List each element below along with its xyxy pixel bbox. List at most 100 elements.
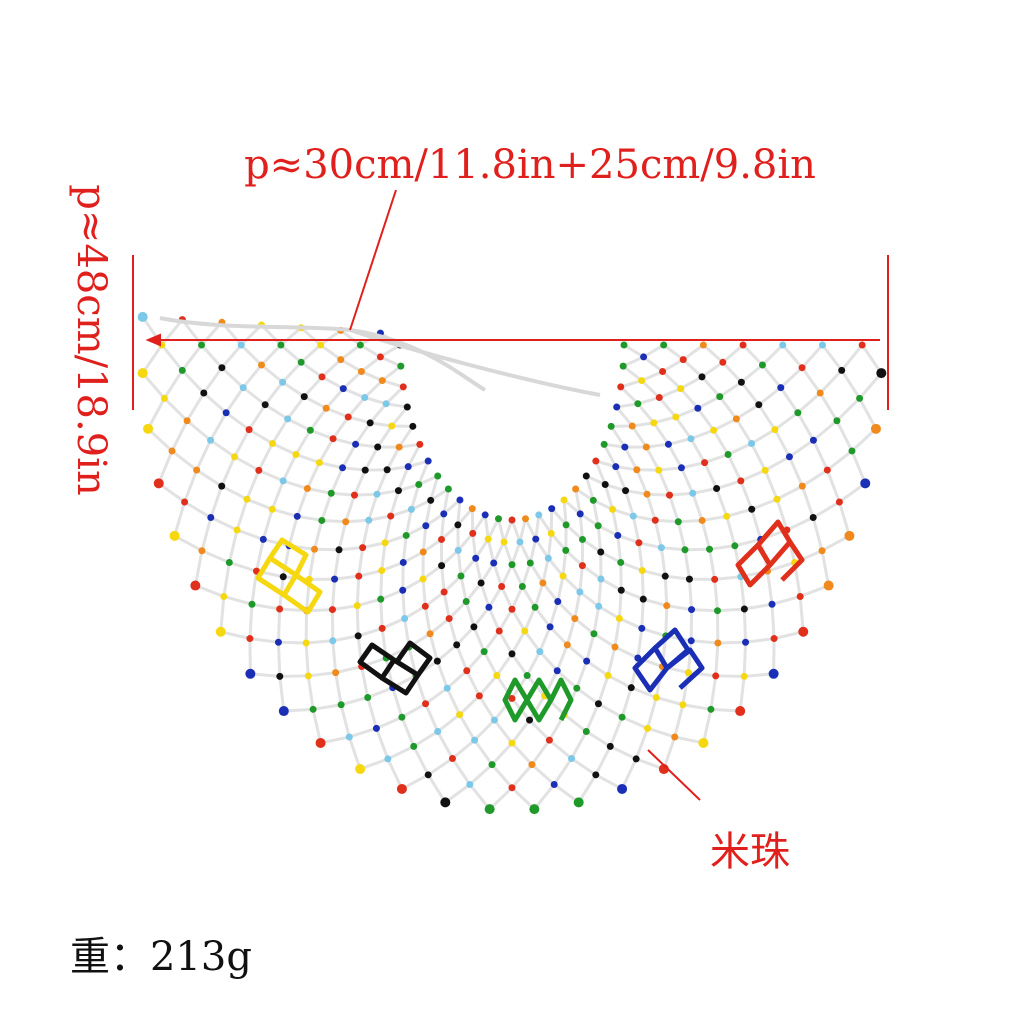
bead-string bbox=[497, 608, 514, 632]
bead bbox=[352, 440, 360, 448]
bead-string bbox=[691, 639, 718, 645]
bead-string bbox=[490, 742, 514, 766]
bead-leader-line bbox=[647, 749, 701, 801]
bead-string bbox=[633, 514, 656, 522]
blue-motif bbox=[632, 627, 705, 693]
leader-line bbox=[349, 189, 397, 331]
bead-string bbox=[233, 455, 260, 472]
bead bbox=[427, 496, 435, 504]
bead-string bbox=[673, 704, 685, 738]
bead-string bbox=[767, 561, 796, 573]
bead-string bbox=[615, 406, 634, 427]
bead bbox=[617, 558, 625, 566]
bead bbox=[604, 671, 612, 679]
bead-string bbox=[210, 516, 238, 532]
bead bbox=[562, 521, 570, 529]
bead-string bbox=[726, 453, 743, 482]
bead-string bbox=[355, 442, 378, 449]
bead-string bbox=[771, 595, 801, 606]
bead-string bbox=[614, 466, 627, 492]
bead-string bbox=[840, 369, 861, 400]
bead-string bbox=[141, 372, 166, 400]
bead-string bbox=[356, 597, 382, 608]
bead bbox=[562, 546, 570, 554]
bead-string bbox=[186, 419, 212, 442]
bead bbox=[601, 481, 609, 489]
bead-string bbox=[575, 660, 589, 689]
bead-string bbox=[713, 579, 719, 611]
bead-string bbox=[386, 465, 409, 472]
bead bbox=[475, 692, 483, 700]
bead-string bbox=[702, 343, 724, 364]
bead-string bbox=[611, 509, 620, 536]
bead-string bbox=[653, 415, 677, 425]
bead bbox=[573, 797, 584, 808]
bead-string bbox=[242, 386, 267, 406]
bead-string bbox=[524, 518, 538, 540]
bead-string bbox=[818, 392, 839, 422]
bead-string bbox=[335, 665, 362, 675]
bead-string bbox=[347, 415, 371, 425]
bead bbox=[317, 341, 325, 349]
bead-string bbox=[773, 428, 791, 458]
bead-string bbox=[436, 643, 458, 663]
bead bbox=[508, 739, 516, 747]
bead bbox=[328, 606, 336, 614]
bead bbox=[547, 529, 555, 537]
bead bbox=[300, 393, 308, 401]
bead-string bbox=[257, 442, 274, 472]
bead-string bbox=[578, 590, 600, 608]
bead-string bbox=[500, 563, 514, 588]
bead-string bbox=[556, 600, 576, 620]
bead bbox=[402, 531, 410, 539]
bead-string bbox=[240, 343, 263, 367]
bead-string bbox=[471, 514, 487, 535]
bead bbox=[403, 403, 411, 411]
bead-string bbox=[286, 417, 312, 432]
bead-string bbox=[348, 726, 377, 739]
bead bbox=[480, 648, 488, 656]
bead bbox=[376, 353, 384, 361]
bead bbox=[522, 515, 530, 523]
bead bbox=[433, 657, 441, 665]
bead-string bbox=[510, 563, 524, 588]
bead-string bbox=[570, 757, 597, 777]
bead-string bbox=[510, 652, 529, 677]
bead-string bbox=[712, 417, 738, 432]
bead-string bbox=[562, 499, 568, 526]
bead-string bbox=[493, 719, 514, 744]
bead bbox=[643, 490, 651, 498]
bead bbox=[532, 535, 540, 543]
bead-string bbox=[306, 461, 321, 490]
bead-string bbox=[644, 446, 661, 471]
bead bbox=[848, 447, 856, 455]
bead-string bbox=[638, 541, 662, 550]
bead-string bbox=[564, 549, 584, 567]
bead bbox=[583, 657, 591, 665]
bead-string bbox=[436, 730, 454, 760]
bead bbox=[860, 478, 871, 489]
bead-string bbox=[353, 469, 367, 496]
bead bbox=[818, 341, 826, 349]
bead-string bbox=[281, 361, 303, 384]
bead-string bbox=[510, 763, 534, 789]
bead-string bbox=[375, 469, 389, 495]
bead-string bbox=[584, 475, 595, 501]
bead-string bbox=[312, 703, 342, 711]
bead bbox=[748, 505, 756, 513]
bead bbox=[758, 361, 766, 369]
bead-string bbox=[339, 704, 351, 738]
bead-string bbox=[637, 542, 644, 571]
bead-string bbox=[286, 395, 306, 420]
bead bbox=[719, 358, 727, 366]
bead-string bbox=[538, 650, 559, 672]
bead-string bbox=[171, 449, 198, 472]
bead-string bbox=[181, 369, 205, 395]
bead-string bbox=[763, 469, 779, 500]
bead-string bbox=[160, 344, 184, 372]
bead-string bbox=[781, 344, 804, 369]
bead-string bbox=[700, 520, 711, 550]
bead-string bbox=[355, 576, 361, 606]
